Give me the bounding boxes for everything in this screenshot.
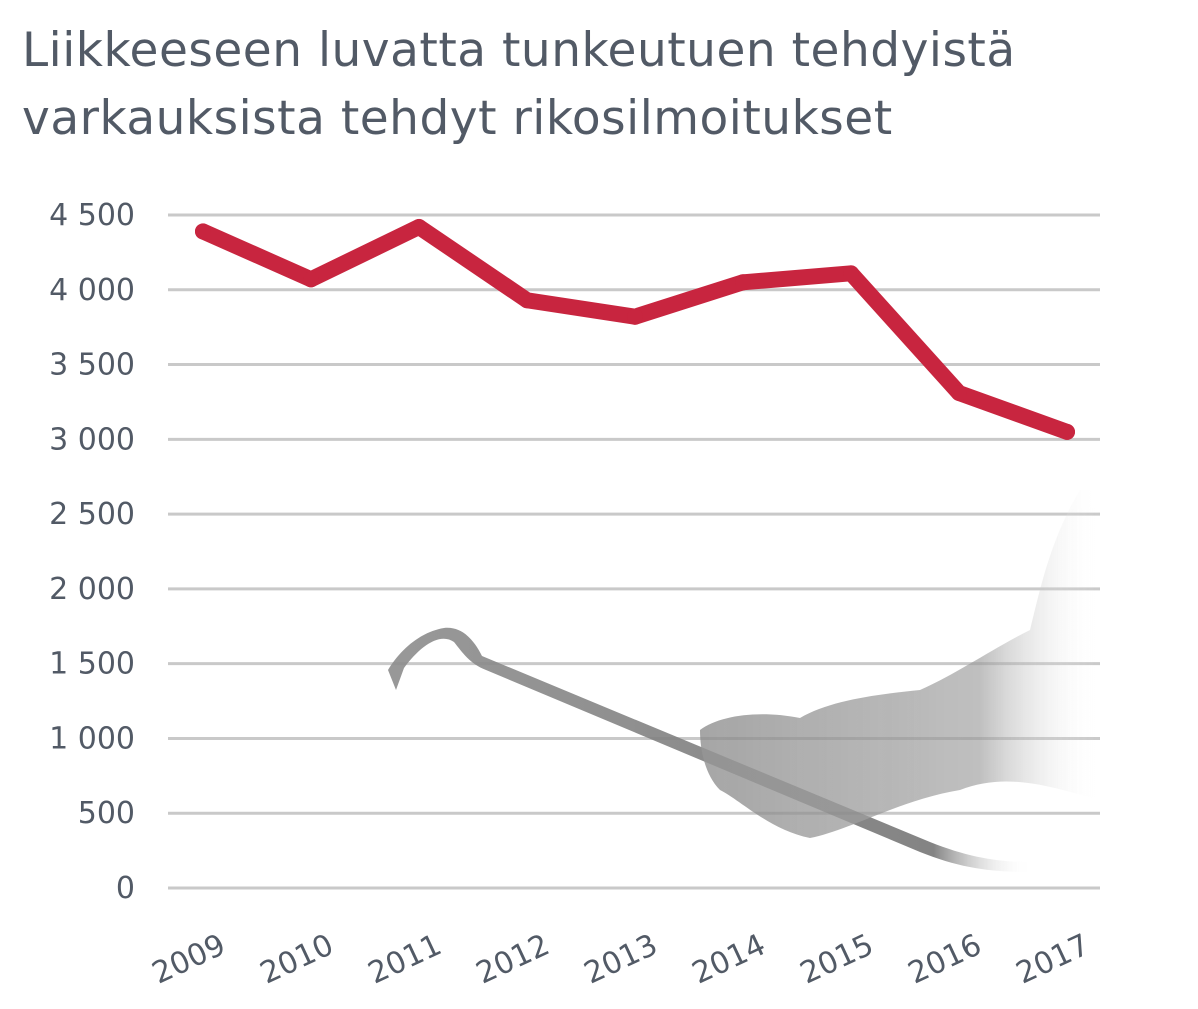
x-tick-label: 2009 — [147, 927, 231, 991]
y-tick-label: 1 500 — [49, 647, 135, 682]
crowbar-hand-illustration — [388, 490, 1100, 872]
y-tick-label: 2 500 — [49, 497, 135, 532]
x-tick-label: 2013 — [579, 927, 663, 991]
y-tick-label: 500 — [78, 796, 135, 831]
x-tick-label: 2014 — [687, 927, 771, 991]
data-point — [411, 218, 427, 235]
x-tick-label: 2010 — [255, 927, 339, 991]
x-tick-label: 2012 — [471, 927, 555, 991]
data-points — [195, 218, 1075, 440]
x-tick-label: 2015 — [795, 927, 879, 991]
title-line-1: Liikkeeseen luvatta tunkeutuen tehdyistä — [22, 23, 1016, 78]
data-point — [519, 292, 535, 309]
data-point — [627, 308, 643, 325]
data-point — [735, 274, 751, 291]
data-point — [951, 384, 967, 401]
x-axis-ticks: 2009 2010 2011 2012 2013 2014 2015 2016 2017 — [147, 927, 1095, 991]
x-tick-label: 2017 — [1011, 927, 1095, 991]
data-point — [303, 271, 319, 288]
title-line-2: varkauksista tehdyt rikosilmoitukset — [22, 91, 893, 146]
x-tick-label: 2011 — [363, 927, 447, 991]
y-axis-ticks: 0 500 1 000 1 500 2 000 2 500 3 000 3 500 4 000 4… — [49, 198, 135, 906]
y-tick-label: 3 500 — [49, 348, 135, 383]
data-point — [843, 265, 859, 282]
y-tick-label: 1 000 — [49, 721, 135, 756]
chart-title: Liikkeeseen luvatta tunkeutuen tehdyistä… — [22, 23, 1016, 146]
y-tick-label: 4 000 — [49, 273, 135, 308]
y-tick-label: 3 000 — [49, 422, 135, 457]
glove-hand-icon — [700, 490, 1100, 838]
y-tick-label: 4 500 — [49, 198, 135, 233]
series-line — [195, 218, 1075, 440]
crowbar-icon — [388, 627, 1030, 872]
x-tick-label: 2016 — [903, 927, 987, 991]
data-point — [195, 223, 211, 240]
y-tick-label: 2 000 — [49, 572, 135, 607]
data-point — [1059, 423, 1075, 440]
y-tick-label: 0 — [116, 871, 135, 906]
gridlines — [168, 213, 1100, 890]
